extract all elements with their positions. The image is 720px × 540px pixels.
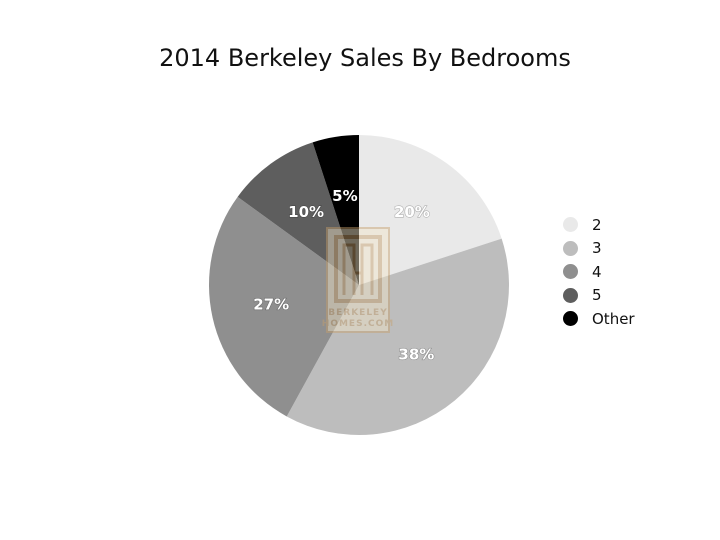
pie-slice-label-2: 20% (394, 203, 430, 221)
chart-title: 2014 Berkeley Sales By Bedrooms (159, 44, 571, 72)
pie-slice-3 (286, 238, 510, 436)
legend-label-2: 2 (592, 215, 602, 234)
pie-slice-2 (359, 135, 502, 285)
chart-legend: 2 3 4 5 Other (563, 213, 635, 331)
pie-slice-5 (237, 142, 359, 285)
legend-label-5: 5 (592, 286, 602, 305)
pie-slice-label-3: 38% (398, 345, 434, 363)
legend-label-4: 4 (592, 262, 602, 281)
pie-slices (209, 135, 510, 436)
legend-label-other: Other (592, 309, 635, 328)
legend-item-3: 3 (563, 237, 635, 261)
pie-slice-label-4: 27% (253, 296, 289, 314)
legend-swatch-2 (563, 217, 578, 233)
watermark-text-line1: BERKELEY (328, 308, 387, 318)
legend-label-3: 3 (592, 239, 602, 258)
pie-slice-label-5: 10% (288, 203, 324, 221)
legend-item-4: 4 (563, 260, 635, 284)
pie-slice-4 (209, 196, 359, 417)
pie-slice-labels: 20% 38% 27% 10% 5% (253, 187, 435, 364)
legend-item-5: 5 (563, 284, 635, 308)
legend-swatch-5 (563, 287, 578, 303)
legend-swatch-other (563, 311, 578, 327)
pie-slice-other (312, 135, 359, 285)
watermark-logo: BERKELEY HOMES.COM (322, 227, 394, 333)
legend-swatch-4 (563, 264, 578, 280)
legend-item-2: 2 (563, 213, 635, 237)
legend-item-other: Other (563, 307, 635, 331)
pie-slice-label-other: 5% (332, 187, 357, 205)
legend-swatch-3 (563, 240, 578, 256)
watermark-text-line2: HOMES.COM (322, 319, 394, 329)
